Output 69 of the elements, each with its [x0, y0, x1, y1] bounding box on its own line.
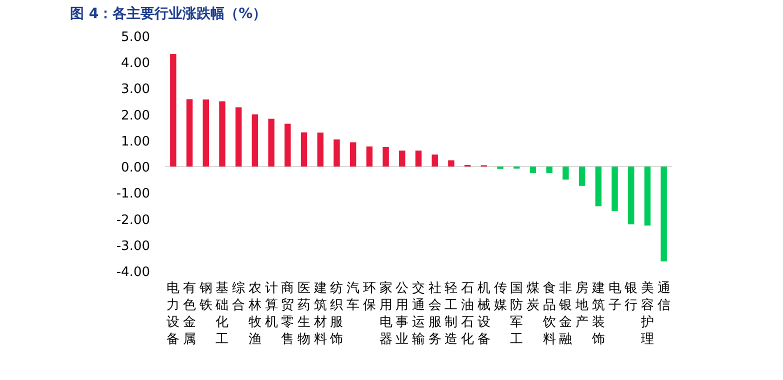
- bar: [578, 166, 586, 186]
- x-tick-label: 煤炭: [526, 280, 540, 312]
- bar: [317, 132, 324, 167]
- bar: [628, 166, 634, 224]
- x-tick-label: 基础化工: [214, 280, 229, 346]
- x-tick-label: 非银金融: [558, 280, 572, 346]
- x-tick-label: 医药生物: [298, 280, 311, 346]
- x-tick-label: 食品饮料: [542, 280, 556, 346]
- bar: [562, 166, 569, 180]
- bar: [350, 142, 356, 167]
- bar: [252, 114, 258, 167]
- y-tick-label: 4.00: [121, 56, 150, 72]
- x-tick-label: 轻工制造: [444, 280, 458, 346]
- bar: [334, 139, 340, 167]
- x-tick-label: 建筑装饰: [590, 280, 605, 346]
- x-tick-label: 房地产: [574, 280, 589, 329]
- x-tick-label: 纺织服饰: [329, 280, 344, 346]
- x-tick-label: 综合: [232, 280, 246, 312]
- bar: [432, 154, 438, 167]
- bar: [235, 107, 242, 167]
- bar: [219, 101, 226, 167]
- x-tick-label: 家用电器: [379, 280, 392, 346]
- bar: [660, 166, 667, 262]
- x-tick-label: 农林牧渔: [247, 280, 262, 346]
- x-tick-label: 通信: [657, 280, 670, 312]
- x-tick-label: 环保: [362, 280, 376, 312]
- x-tick-label: 汽车: [346, 280, 360, 312]
- bar: [170, 54, 176, 167]
- bar: [644, 166, 651, 226]
- x-tick-label: 电力设备: [166, 280, 180, 346]
- x-tick-label: 建筑材料: [312, 280, 327, 346]
- x-tick-label: 计算机: [264, 280, 278, 329]
- bar: [382, 146, 389, 167]
- y-tick-label: -1.00: [116, 186, 150, 202]
- y-tick-label: 5.00: [121, 30, 150, 45]
- x-tick-label: 传媒: [494, 280, 507, 312]
- y-tick-label: 1.00: [121, 134, 150, 150]
- bar: [415, 150, 422, 167]
- x-tick-label: 机械设备: [477, 280, 490, 346]
- y-tick-label: -4.00: [116, 265, 150, 280]
- y-tick-label: 2.00: [121, 108, 150, 124]
- chart-title: 图 4：各主要行业涨跌幅（%）: [70, 5, 267, 22]
- x-tick-label: 石油石化: [461, 280, 474, 346]
- bar: [366, 146, 373, 167]
- bar: [202, 99, 209, 167]
- bar: [186, 99, 193, 167]
- x-tick-label: 交通运输: [412, 280, 425, 346]
- x-tick-label: 美容护理: [640, 280, 654, 346]
- bar: [268, 118, 274, 167]
- bar: [546, 166, 552, 174]
- x-tick-label: 公用事业: [396, 280, 409, 346]
- y-tick-label: 0.00: [121, 160, 150, 176]
- x-tick-label: 银行: [624, 280, 638, 312]
- y-tick-label: 3.00: [121, 82, 150, 98]
- x-tick-label: 电子: [608, 280, 622, 312]
- y-tick-label: -2.00: [116, 212, 150, 228]
- x-tick-label: 国防军工: [510, 280, 524, 346]
- bar: [448, 160, 454, 167]
- bar: [595, 166, 602, 206]
- bar: [612, 166, 618, 211]
- x-tick-label: 有色金属: [183, 280, 196, 346]
- bar: [399, 150, 406, 167]
- bar: [530, 166, 536, 174]
- y-tick-label: -3.00: [116, 238, 150, 254]
- bar: [300, 132, 308, 167]
- x-tick-label: 钢铁: [198, 280, 212, 312]
- x-tick-label: 商贸零售: [281, 280, 294, 346]
- bar: [284, 124, 291, 167]
- x-tick-label: 社会服务: [428, 280, 442, 346]
